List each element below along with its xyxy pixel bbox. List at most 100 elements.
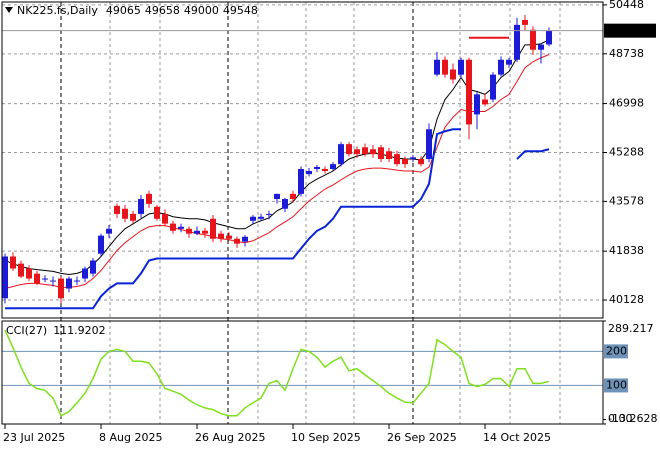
y-tick-label: 40128 [609,293,644,306]
x-tick-label: 14 Oct 2025 [483,431,551,444]
last-high: 49658 [145,4,180,17]
candle-body [10,256,16,269]
candle-body [210,218,216,239]
level-box [604,378,628,393]
candle-body [466,59,472,125]
candle-body [378,147,384,159]
plot-layer: 50448 48738 46998 45288 43578 41838 40128 23 Ju… [2,0,657,444]
candle-body [282,199,288,209]
y-tick-label: 50448 [609,0,644,11]
cci-last: 111.9202 [53,324,106,337]
candle-body [450,69,456,80]
x-tick-label: 10 Sep 2025 [291,431,361,444]
candle-body [482,99,488,105]
level-label: 200 [606,344,627,357]
candle-body [274,193,280,200]
candle-body [386,151,392,159]
candle-body [370,149,376,155]
candle-body [138,199,144,214]
x-tick-label: 26 Sep 2025 [387,431,457,444]
main-frame [1,1,604,319]
price-box [604,23,656,38]
candle-body [426,129,432,159]
candle-body [290,193,296,200]
candle-body [266,213,272,215]
candle-body [122,208,128,219]
candle-body [490,74,496,100]
candle-body [106,228,112,234]
candle-body [458,59,464,75]
candle-body [114,205,120,214]
y-tick-label: 0.00 [608,412,633,425]
last-close: 49548 [223,4,258,17]
chart-header: NK225.fs,Daily 49065 49658 49000 49548 [17,4,258,17]
candle-body [298,169,304,194]
candle-body [418,158,424,165]
y-tick-label: 43578 [609,194,644,207]
candle-body [26,268,32,279]
candle-body [522,20,528,25]
candle-body [258,216,264,219]
candle-body [538,44,544,50]
candle-body [362,147,368,155]
price-label: 49548 [608,24,643,37]
y-tick-label: 45288 [609,145,644,158]
last-open: 49065 [106,4,141,17]
candle-body [34,273,40,284]
cci-header: CCI(27) 111.9202 [6,324,106,337]
candle-body [82,268,88,279]
level-label: 100 [606,378,627,391]
level-box [604,344,628,359]
candle-body [242,236,248,242]
candle-body [346,144,352,155]
series-line [4,54,550,290]
x-tick-label: 26 Aug 2025 [195,431,265,444]
candle-body [42,278,48,280]
candle-body [434,59,440,75]
candle-body [546,30,552,45]
candle-body [130,213,136,221]
candle-body [402,158,408,165]
candle-body [322,169,328,172]
symbol-title: NK225.fs,Daily [17,4,98,17]
candle-body [354,149,360,155]
candle-body [186,228,192,234]
candle-body [2,256,8,299]
candle-body [474,94,480,115]
candle-body [58,278,64,299]
x-tick-label: 23 Jul 2025 [3,431,65,444]
series-line [5,128,461,310]
candle-body [394,154,400,165]
series-line [4,329,550,417]
y-tick-label: -13.2628 [608,412,657,425]
candle-body [66,278,72,289]
candle-body [202,230,208,234]
candle-body [338,144,344,165]
y-tick-label: 289.217 [608,322,654,335]
y-tick-label: 46998 [609,97,644,110]
candle-body [314,167,320,170]
candle-body [146,193,152,204]
candle-body [498,59,504,75]
candle-body [162,213,168,224]
cci-frame [1,320,604,425]
x-tick-label: 8 Aug 2025 [99,431,162,444]
candle-body [226,235,232,239]
candle-body [530,29,536,50]
candle-body [306,171,312,175]
candle-body [178,226,184,229]
candle-body [506,59,512,65]
candle-body [234,238,240,244]
candle-body [90,260,96,274]
candle-body [410,157,416,159]
candle-body [170,223,176,231]
candle-body [250,216,256,221]
collapse-icon [5,7,13,13]
candle-body [218,233,224,239]
candle-body [98,235,104,254]
candle-body [330,164,336,170]
candle-body [194,230,200,234]
candle-body [154,206,160,219]
